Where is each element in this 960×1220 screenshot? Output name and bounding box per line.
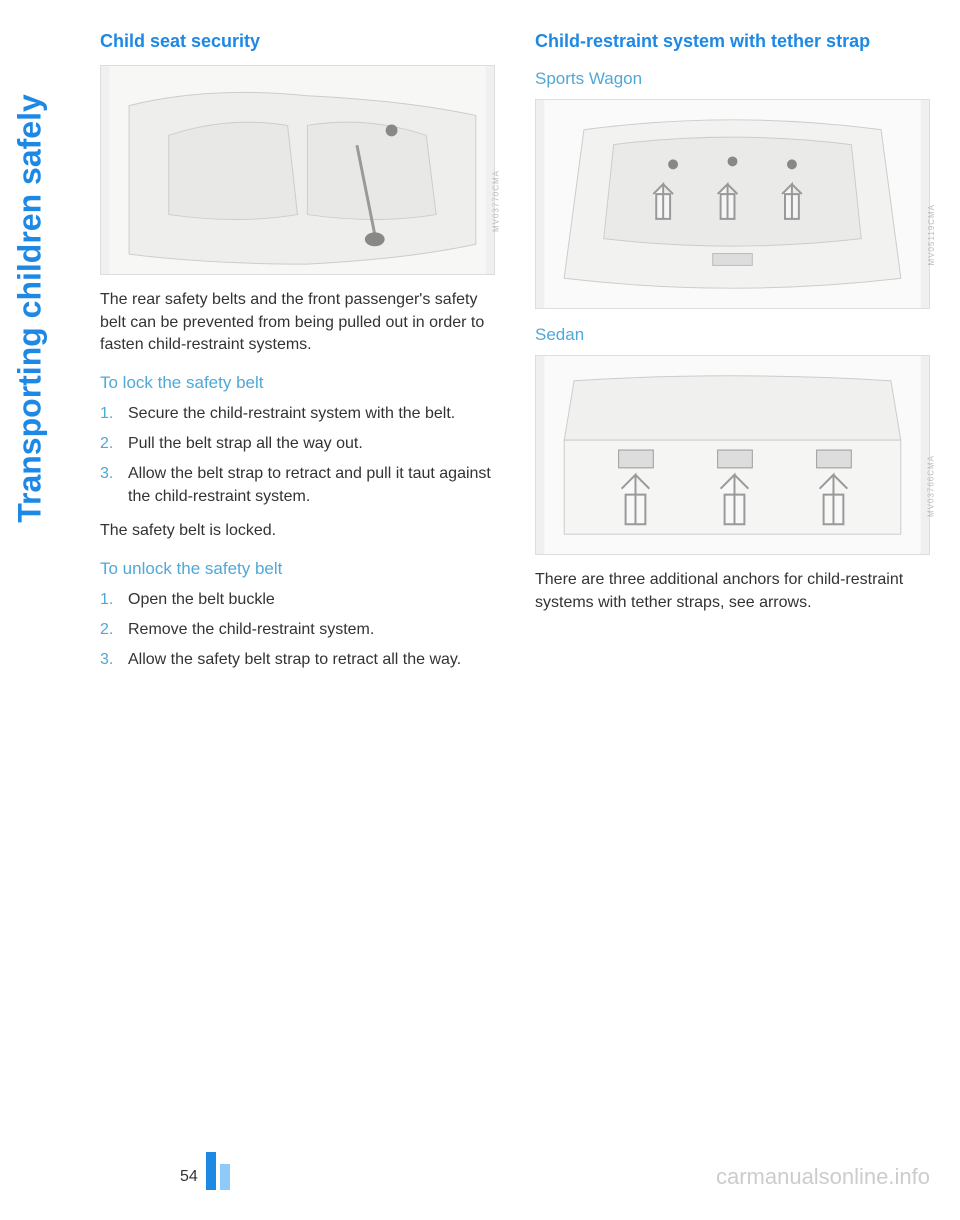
page-container: Transporting children safely Child seat …: [0, 0, 960, 1220]
left-column: Child seat security MV03770CMA The rear …: [100, 30, 495, 1190]
figure-sedan: MV03766CMA: [535, 355, 930, 555]
heading-child-seat-security: Child seat security: [100, 30, 495, 53]
lock-step-2: Pull the belt strap all the way out.: [100, 433, 495, 455]
watermark-text: carmanualsonline.info: [716, 1164, 930, 1190]
lock-step-1: Secure the child-restraint system with t…: [100, 403, 495, 425]
page-indicator-bars: [206, 1152, 230, 1190]
side-tab: Transporting children safely: [0, 0, 60, 1220]
bar-secondary: [220, 1164, 230, 1190]
lock-steps-list: Secure the child-restraint system with t…: [100, 403, 495, 509]
subheading-sedan: Sedan: [535, 325, 930, 345]
paragraph-anchors: There are three additional anchors for c…: [535, 569, 930, 614]
subheading-sports-wagon: Sports Wagon: [535, 69, 930, 89]
right-column: Child-restraint system with tether strap…: [535, 30, 930, 1190]
unlock-step-2: Remove the child-restraint system.: [100, 619, 495, 641]
section-title-vertical: Transporting children safely: [12, 94, 49, 523]
interior-illustration: [101, 66, 494, 274]
unlock-steps-list: Open the belt buckle Remove the child-re…: [100, 589, 495, 672]
image-code-3: MV03766CMA: [927, 455, 936, 517]
unlock-step-3: Allow the safety belt strap to retract a…: [100, 649, 495, 671]
heading-tether-strap: Child-restraint system with tether strap: [535, 30, 930, 53]
content-area: Child seat security MV03770CMA The rear …: [60, 0, 960, 1220]
figure-child-seat-interior: MV03770CMA: [100, 65, 495, 275]
page-number: 54: [180, 1168, 198, 1190]
subheading-unlock-belt: To unlock the safety belt: [100, 559, 495, 579]
page-footer: 54 carmanualsonline.info: [0, 1152, 960, 1190]
sedan-illustration: [536, 356, 929, 554]
bar-primary: [206, 1152, 216, 1190]
wagon-illustration: [536, 100, 929, 308]
image-code-1: MV03770CMA: [492, 170, 501, 232]
figure-sports-wagon: MV05119CMA: [535, 99, 930, 309]
page-number-block: 54: [180, 1152, 230, 1190]
image-code-2: MV05119CMA: [927, 204, 936, 265]
paragraph-belt-prevention: The rear safety belts and the front pass…: [100, 289, 495, 356]
unlock-step-1: Open the belt buckle: [100, 589, 495, 611]
lock-step-3: Allow the belt strap to retract and pull…: [100, 463, 495, 508]
paragraph-belt-locked: The safety belt is locked.: [100, 520, 495, 542]
subheading-lock-belt: To lock the safety belt: [100, 373, 495, 393]
